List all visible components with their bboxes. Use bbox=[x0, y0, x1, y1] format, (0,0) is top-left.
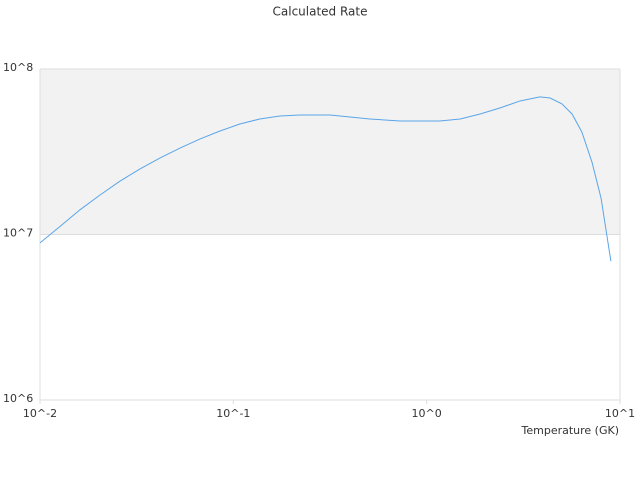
x-tick-label: 10^0 bbox=[412, 407, 442, 420]
y-tick-label: 10^8 bbox=[3, 61, 33, 74]
x-tick-label: 10^-1 bbox=[216, 407, 250, 420]
grid-band bbox=[40, 69, 620, 235]
y-tick-label: 10^6 bbox=[3, 392, 33, 405]
chart-title: Calculated Rate bbox=[273, 5, 368, 19]
y-tick-label: 10^7 bbox=[3, 227, 33, 240]
x-axis-label: Temperature (GK) bbox=[521, 424, 620, 437]
x-tick-label: 10^-2 bbox=[23, 407, 57, 420]
x-tick-label: 10^1 bbox=[605, 407, 635, 420]
data-line bbox=[39, 96, 612, 262]
